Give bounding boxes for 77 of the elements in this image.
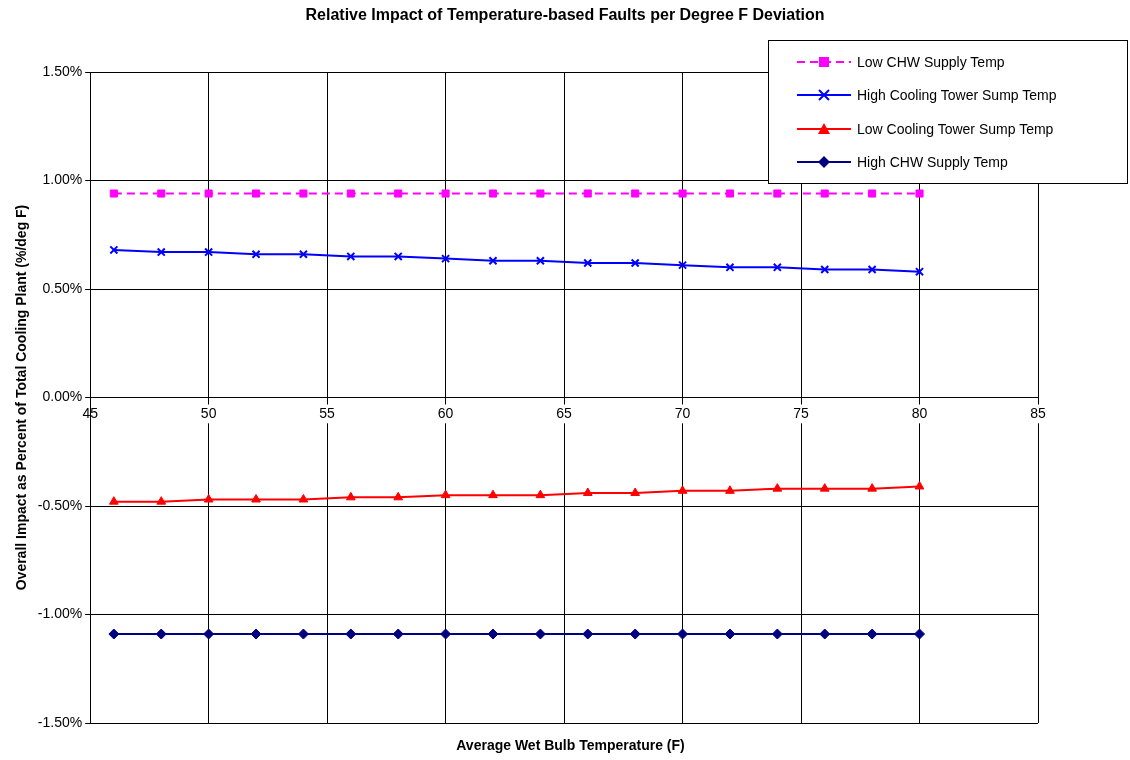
point [630,487,640,496]
point [203,493,214,503]
point [914,628,926,640]
point [583,258,593,268]
point [630,258,640,268]
point [252,189,261,198]
y-tick-label: 1.00% [42,171,83,188]
y-tick-label: -1.50% [37,713,83,730]
point [109,189,118,198]
point [535,489,546,499]
point [678,260,688,270]
point [345,491,356,501]
point [488,256,498,266]
legend-label: High CHW Supply Temp [857,154,1008,171]
y-axis-title: Overall Impact as Percent of Total Cooling Plant (%/deg F) [13,204,30,591]
point [251,493,261,503]
y-tick-label: 0.00% [42,388,83,405]
y-tick-label: 0.50% [42,279,83,296]
point [251,249,261,259]
point [678,189,687,198]
x-tick-label: 80 [911,404,928,421]
point [298,493,309,503]
point [299,189,308,198]
point [583,189,592,198]
point [204,247,214,257]
point [298,249,308,259]
point [109,496,119,505]
point [867,264,877,275]
point [725,485,735,494]
x-tick-label: 55 [319,404,336,421]
point [156,247,166,257]
point [772,262,782,272]
legend-label: Low Cooling Tower Sump Temp [857,120,1054,137]
point [488,489,498,499]
point [156,496,167,505]
point [772,483,783,492]
point [914,267,925,277]
x-axis-title: Average Wet Bulb Temperature (F) [455,737,686,753]
point [394,189,403,198]
point [773,189,782,198]
point [677,485,688,494]
point [441,189,450,198]
point [157,189,166,198]
point [346,251,356,261]
legend-label: High Cooling Tower Sump Temp [857,87,1057,104]
point [393,251,403,261]
point [725,262,735,272]
x-tick-label: 75 [793,404,810,421]
point [204,189,213,198]
legend-label: Low CHW Supply Temp [857,53,1005,70]
point [868,189,877,198]
x-tick-label: 50 [200,404,217,421]
point [631,189,640,198]
point [867,483,877,492]
point [488,189,498,198]
point [441,254,451,264]
x-tick-label: 85 [1030,404,1046,421]
point [536,189,545,198]
point [914,480,925,490]
y-tick-label: -1.00% [37,605,83,622]
y-tick-label: -0.50% [37,496,83,513]
point [915,189,924,198]
point [346,189,355,198]
point [109,245,119,255]
point [535,256,545,266]
point [820,189,829,198]
x-tick-label: 60 [437,404,454,421]
point [582,487,593,496]
point [819,483,830,492]
point [820,264,830,275]
point [725,189,734,198]
chart-title: Relative Impact of Temperature-based Faults per Degree F Deviation [304,6,826,24]
y-tick-label: 1.50% [42,62,83,79]
point [393,491,404,501]
point [440,489,451,499]
x-tick-label: 65 [556,404,573,421]
x-tick-label: 70 [674,404,691,421]
